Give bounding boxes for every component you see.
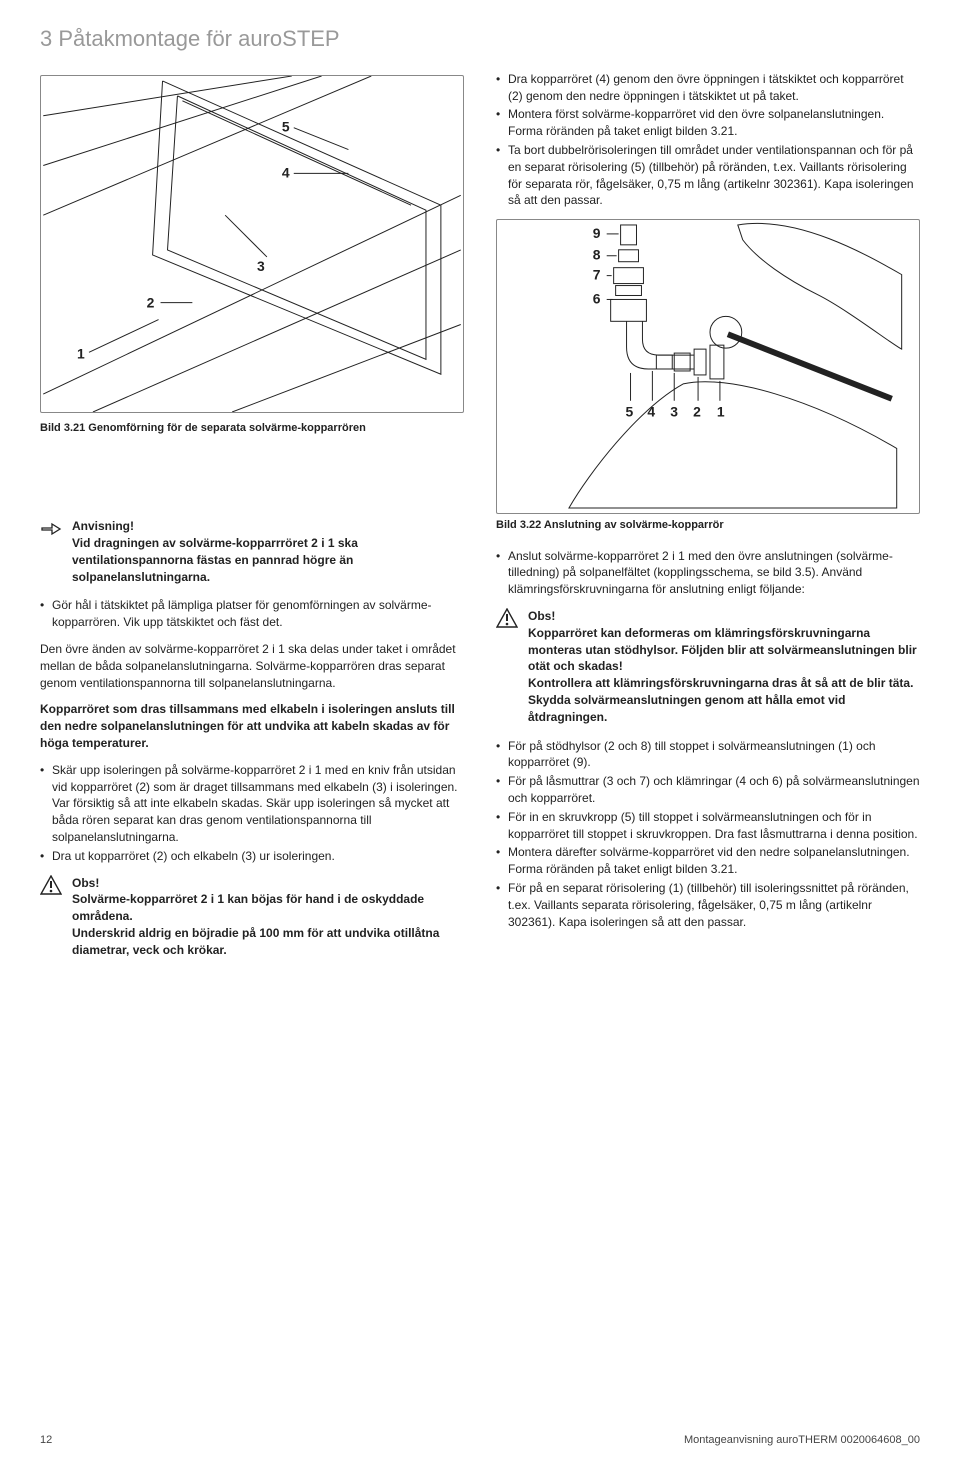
bullet: För in en skruvkropp (5) till stoppet i … (496, 809, 920, 843)
warning-triangle-icon (496, 608, 518, 630)
warn-line2: Underskrid aldrig en böjradie på 100 mm … (72, 925, 464, 959)
figure-3-21-caption: Bild 3.21 Genomförning för de separata s… (40, 421, 464, 436)
warn-lead: Obs! (72, 875, 464, 892)
note-lead: Anvisning! (72, 518, 464, 535)
figure-3-21: 1 2 3 4 5 (40, 75, 464, 413)
callout-8: 8 (593, 247, 601, 263)
right-bullets-a: Dra kopparröret (4) genom den övre öppni… (496, 71, 920, 209)
page-number: 12 (40, 1433, 52, 1448)
callout-5: 5 (282, 118, 290, 134)
page-footer: 12 Montageanvisning auroTHERM 0020064608… (40, 1433, 920, 1448)
callout-b5: 5 (626, 404, 634, 420)
right-bullets-d: För på stödhylsor (2 och 8) till stoppet… (496, 738, 920, 931)
callout-b4: 4 (647, 404, 655, 420)
bullet: Dra kopparröret (4) genom den övre öppni… (496, 71, 920, 105)
bullet: För på låsmuttrar (3 och 7) och klämring… (496, 773, 920, 807)
warning-obs-2: Obs! Kopparröret kan deformeras om klämr… (496, 608, 920, 726)
callout-9: 9 (593, 225, 601, 241)
page-title: 3 Påtakmontage för auroSTEP (40, 24, 920, 55)
warn-line2: Kontrollera att klämringsförskruvningarn… (528, 675, 920, 725)
bullet: Dra ut kopparröret (2) och elkabeln (3) … (40, 848, 464, 865)
left-para-1: Den övre änden av solvärme-kopparröret 2… (40, 641, 464, 691)
footer-right: Montageanvisning auroTHERM 0020064608_00 (684, 1433, 920, 1448)
bullet: Gör hål i tätskiktet på lämpliga platser… (40, 597, 464, 631)
callout-b1: 1 (717, 404, 725, 420)
bullet: Ta bort dubbelrörisoleringen till område… (496, 142, 920, 209)
callout-1: 1 (77, 345, 85, 361)
bullet: För på en separat rörisolering (1) (till… (496, 880, 920, 930)
warning-obs-1: Obs! Solvärme-kopparröret 2 i 1 kan böja… (40, 875, 464, 959)
callout-b2: 2 (693, 404, 701, 420)
bullet: Montera därefter solvärme-kopparröret vi… (496, 844, 920, 878)
callout-3: 3 (257, 258, 265, 274)
left-para-2: Kopparröret som dras tillsammans med elk… (40, 701, 464, 751)
warning-triangle-icon (40, 875, 62, 897)
right-bullets-c: Anslut solvärme-kopparröret 2 i 1 med de… (496, 548, 920, 598)
bullet: Montera först solvärme-kopparröret vid d… (496, 106, 920, 140)
bullet: Anslut solvärme-kopparröret 2 i 1 med de… (496, 548, 920, 598)
left-bullets-under-note: Gör hål i tätskiktet på lämpliga platser… (40, 597, 464, 631)
bullet: Skär upp isoleringen på solvärme-kopparr… (40, 762, 464, 846)
callout-2: 2 (147, 294, 155, 310)
warn-line1: Kopparröret kan deformeras om klämringsf… (528, 625, 920, 675)
figure-3-22: 9 8 7 6 5 4 3 2 1 (496, 219, 920, 514)
callout-7: 7 (593, 267, 601, 283)
figure-3-22-caption: Bild 3.22 Anslutning av solvärme-kopparr… (496, 518, 920, 533)
hand-point-icon (40, 518, 62, 540)
callout-4: 4 (282, 164, 290, 180)
callout-b3: 3 (670, 404, 678, 420)
warn-lead: Obs! (528, 608, 920, 625)
note-anvisning: Anvisning! Vid dragningen av solvärme-ko… (40, 518, 464, 585)
left-bullets-b: Skär upp isoleringen på solvärme-kopparr… (40, 762, 464, 865)
callout-6: 6 (593, 291, 601, 307)
note-text: Vid dragningen av solvärme-kopparrröret … (72, 535, 464, 585)
bullet: För på stödhylsor (2 och 8) till stoppet… (496, 738, 920, 772)
warn-line1: Solvärme-kopparröret 2 i 1 kan böjas för… (72, 891, 464, 925)
